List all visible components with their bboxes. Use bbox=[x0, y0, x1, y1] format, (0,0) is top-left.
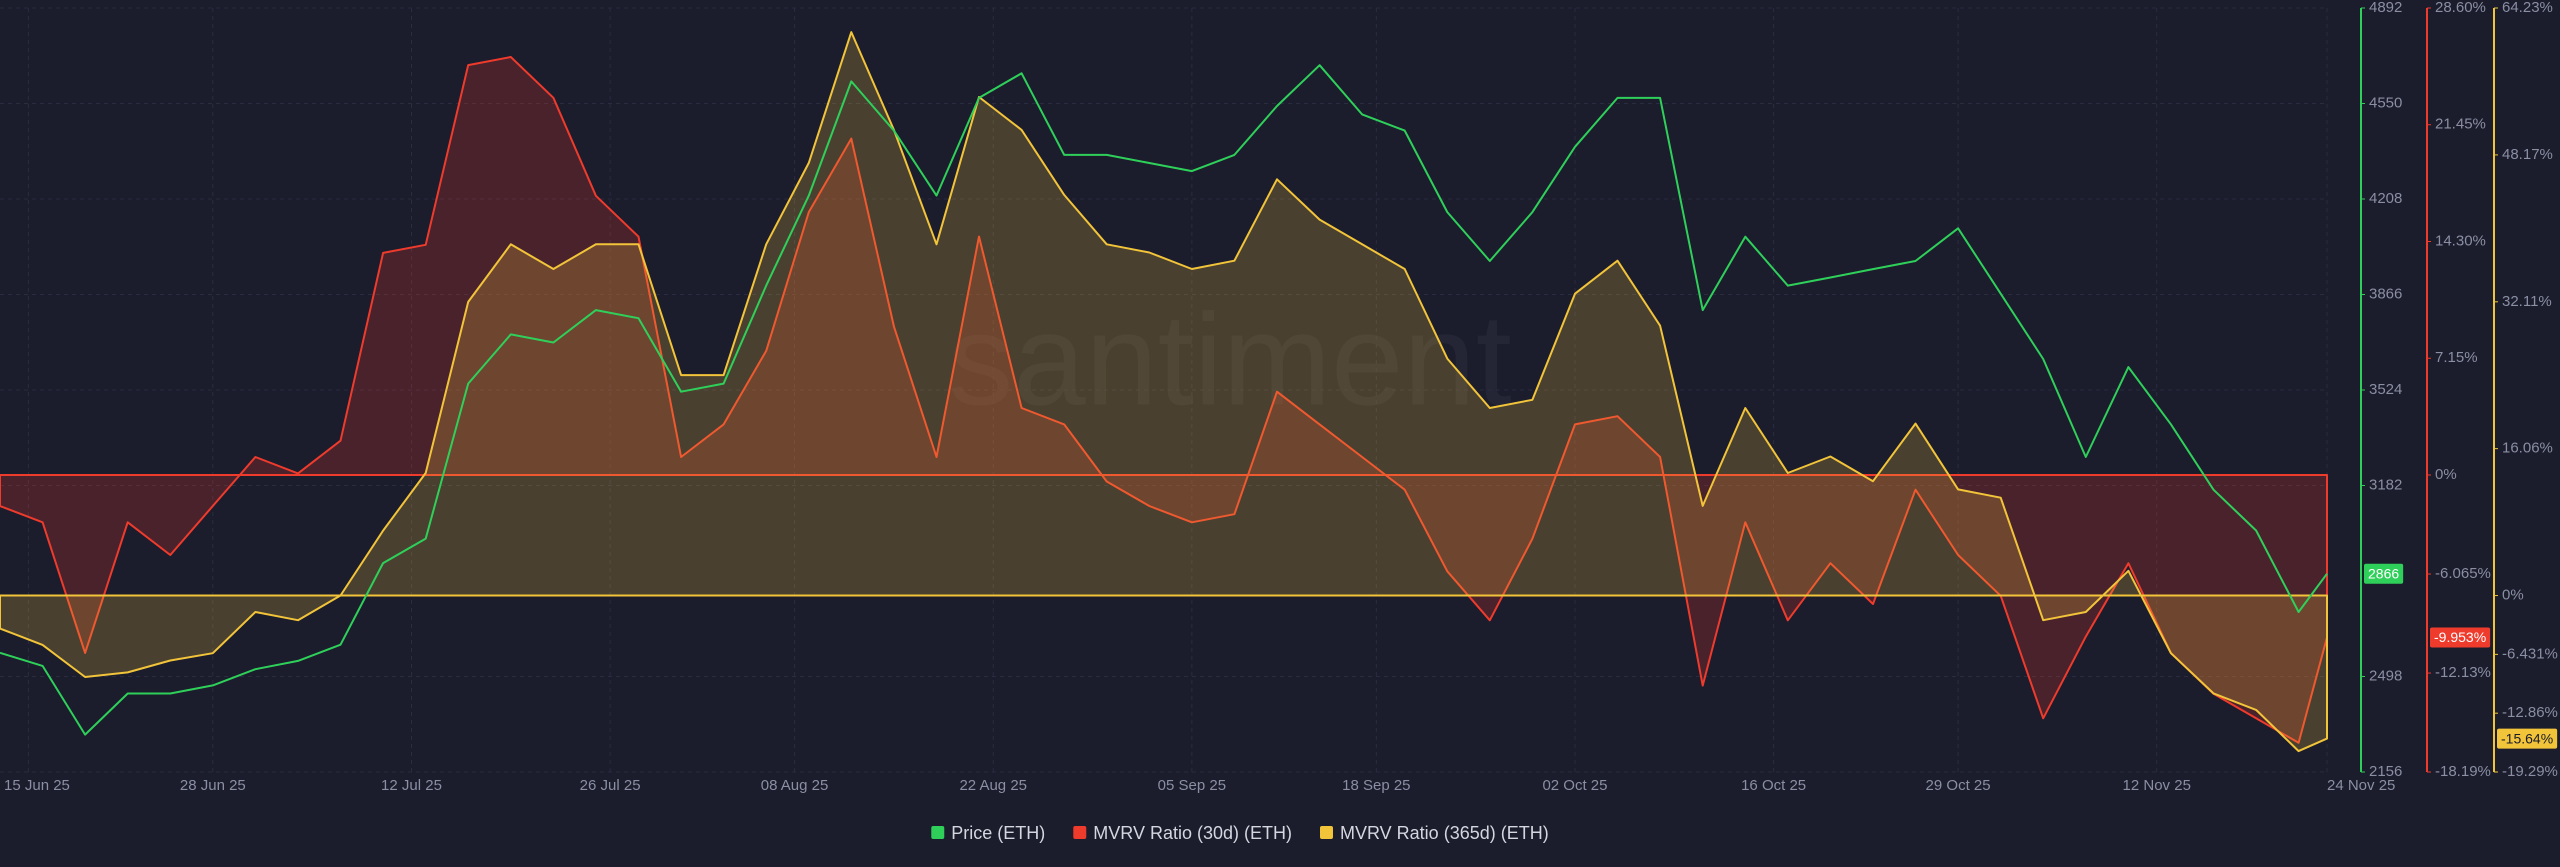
y-tick-label: 2498 bbox=[2369, 667, 2402, 684]
y-tick-label: 0% bbox=[2435, 466, 2457, 483]
y-tick-label: 2156 bbox=[2369, 763, 2402, 780]
value-badge: 2866 bbox=[2364, 563, 2404, 584]
y-tick-label: -12.13% bbox=[2435, 664, 2491, 681]
x-tick-label: 28 Jun 25 bbox=[180, 777, 246, 794]
badge-bg bbox=[2430, 627, 2491, 648]
y-tick-label: 16.06% bbox=[2502, 440, 2553, 457]
badge-bg bbox=[2364, 563, 2404, 584]
y-tick-label: 28.60% bbox=[2435, 0, 2486, 16]
y-tick-label: -6.065% bbox=[2435, 565, 2491, 582]
x-tick-label: 12 Jul 25 bbox=[381, 777, 442, 794]
y-tick-label: 3866 bbox=[2369, 285, 2402, 302]
y-tick-label: 32.11% bbox=[2502, 293, 2552, 310]
badge-label: -15.64% bbox=[2501, 730, 2553, 746]
y-tick-label: -12.86% bbox=[2502, 704, 2558, 721]
y-tick-label: 3182 bbox=[2369, 476, 2402, 493]
legend: Price (ETH) MVRV Ratio (30d) (ETH) MVRV Ra… bbox=[931, 823, 1549, 843]
y-tick-label: 64.23% bbox=[2502, 0, 2553, 16]
y-tick-label: 4208 bbox=[2369, 190, 2402, 207]
badge-label: 2866 bbox=[2368, 565, 2399, 581]
line bbox=[0, 64, 2328, 736]
x-tick-label: 16 Oct 25 bbox=[1741, 777, 1806, 794]
x-tick-label: 24 Nov 25 bbox=[2327, 777, 2395, 794]
legend-swatch bbox=[1319, 826, 1333, 839]
y-tick-label: 4892 bbox=[2369, 0, 2402, 16]
area bbox=[0, 31, 2328, 753]
watermark: santiment bbox=[948, 286, 1512, 432]
x-tick-label: 05 Sep 25 bbox=[1158, 777, 1226, 794]
x-tick-label: 15 Jun 25 bbox=[4, 777, 70, 794]
y-tick-label: 0% bbox=[2502, 587, 2524, 604]
x-tick-label: 02 Oct 25 bbox=[1542, 777, 1607, 794]
x-tick-label: 08 Aug 25 bbox=[761, 777, 829, 794]
y-tick-label: 4550 bbox=[2369, 94, 2402, 111]
x-tick-label: 29 Oct 25 bbox=[1926, 777, 1991, 794]
x-tick-label: 12 Nov 25 bbox=[2123, 777, 2191, 794]
area bbox=[0, 56, 2328, 744]
x-tick-label: 22 Aug 25 bbox=[959, 777, 1027, 794]
legend-label: Price (ETH) bbox=[951, 823, 1045, 843]
y-tick-label: 7.15% bbox=[2435, 349, 2478, 366]
badge-bg bbox=[2497, 728, 2558, 749]
y-tick-label: -6.431% bbox=[2502, 645, 2558, 662]
legend-label: MVRV Ratio (365d) (ETH) bbox=[1340, 823, 1549, 843]
legend-swatch bbox=[931, 826, 945, 839]
x-tick-label: 26 Jul 25 bbox=[580, 777, 641, 794]
value-badge: -15.64% bbox=[2497, 728, 2558, 749]
y-tick-label: -19.29% bbox=[2502, 763, 2558, 780]
x-tick-label: 18 Sep 25 bbox=[1342, 777, 1410, 794]
legend-label: MVRV Ratio (30d) (ETH) bbox=[1093, 823, 1292, 843]
y-tick-label: -18.19% bbox=[2435, 763, 2491, 780]
y-tick-label: 21.45% bbox=[2435, 116, 2486, 133]
value-badge: -9.953% bbox=[2430, 627, 2491, 648]
legend-swatch bbox=[1073, 826, 1087, 839]
badge-label: -9.953% bbox=[2434, 629, 2486, 645]
y-tick-label: 48.17% bbox=[2502, 146, 2553, 163]
y-tick-label: 3524 bbox=[2369, 381, 2402, 398]
y-tick-label: 14.30% bbox=[2435, 232, 2486, 249]
